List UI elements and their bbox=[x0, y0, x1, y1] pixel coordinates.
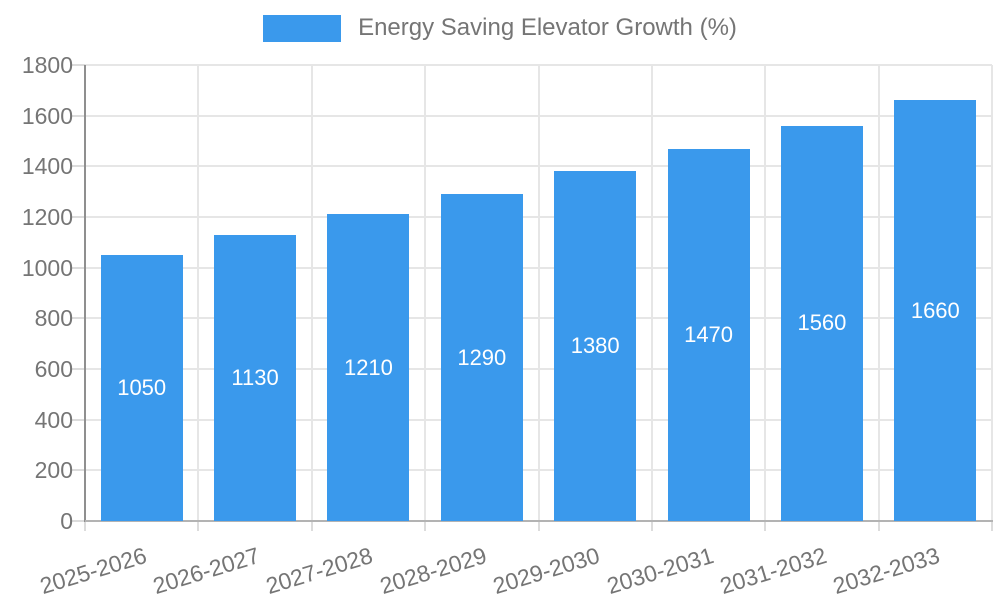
bar-2030-2031[interactable]: 1470 bbox=[667, 148, 750, 521]
bar-2031-2032[interactable]: 1560 bbox=[780, 125, 863, 521]
x-tick-label-2026-2027: 2026-2027 bbox=[149, 542, 263, 600]
y-tick-label: 1200 bbox=[21, 204, 73, 230]
legend-swatch bbox=[263, 14, 342, 42]
y-tick-label: 400 bbox=[34, 406, 73, 433]
x-axis-tick bbox=[537, 522, 540, 531]
y-axis-tick bbox=[72, 317, 85, 320]
y-axis-tick bbox=[72, 64, 85, 66]
y-tick-label: 1000 bbox=[21, 254, 73, 281]
legend[interactable]: Energy Saving Elevator Growth (%) bbox=[0, 14, 1000, 42]
gridline-vertical bbox=[991, 65, 993, 521]
y-tick-label: 1800 bbox=[21, 52, 73, 78]
bar-value-label: 1470 bbox=[684, 321, 734, 347]
x-axis-tick bbox=[991, 522, 993, 531]
x-tick-label-2028-2029: 2028-2029 bbox=[376, 542, 490, 600]
x-tick-label-2032-2033: 2032-2033 bbox=[830, 542, 943, 600]
bar-value-label: 1660 bbox=[910, 297, 960, 323]
gridline-vertical bbox=[764, 65, 767, 521]
y-axis-tick bbox=[72, 368, 85, 370]
x-axis-line bbox=[85, 520, 993, 522]
bar-value-label: 1560 bbox=[797, 310, 847, 336]
y-axis-tick bbox=[72, 165, 85, 168]
y-axis-tick bbox=[72, 469, 85, 472]
legend-label: Energy Saving Elevator Growth (%) bbox=[358, 14, 737, 41]
x-tick-label-2025-2026: 2025-2026 bbox=[36, 542, 150, 600]
x-tick-label-2027-2028: 2027-2028 bbox=[263, 542, 377, 600]
bar-value-label: 1050 bbox=[117, 375, 167, 400]
bar-value-label: 1210 bbox=[343, 354, 393, 380]
x-axis-tick bbox=[197, 522, 200, 531]
gridline-vertical bbox=[310, 65, 313, 521]
y-axis-tick bbox=[72, 216, 85, 218]
gridline-vertical bbox=[424, 65, 427, 521]
bar-2032-2033[interactable]: 1660 bbox=[894, 100, 977, 521]
bar-2027-2028[interactable]: 1210 bbox=[327, 214, 410, 521]
y-tick-label: 1400 bbox=[21, 153, 73, 180]
bar-2029-2030[interactable]: 1380 bbox=[554, 171, 637, 521]
y-tick-label: 600 bbox=[34, 356, 73, 382]
x-axis-tick bbox=[424, 522, 427, 531]
bar-2025-2026[interactable]: 1050 bbox=[100, 255, 183, 521]
y-tick-label: 200 bbox=[34, 457, 73, 484]
gridline-vertical bbox=[537, 65, 540, 521]
y-tick-label: 1600 bbox=[21, 102, 73, 129]
y-axis-line bbox=[84, 65, 86, 529]
bar-2026-2027[interactable]: 1130 bbox=[214, 234, 297, 521]
x-tick-label-2031-2032: 2031-2032 bbox=[716, 542, 830, 600]
y-tick-label: 800 bbox=[34, 305, 73, 332]
x-axis-tick bbox=[310, 522, 313, 531]
x-axis-tick bbox=[764, 522, 767, 531]
x-axis-tick bbox=[650, 522, 653, 531]
x-axis-tick bbox=[877, 522, 880, 531]
gridline-vertical bbox=[650, 65, 653, 521]
y-axis-tick bbox=[72, 520, 85, 522]
gridline-vertical bbox=[197, 65, 200, 521]
bar-value-label: 1130 bbox=[231, 364, 279, 390]
y-axis-tick bbox=[72, 114, 85, 117]
x-tick-label-2029-2030: 2029-2030 bbox=[489, 542, 603, 600]
bar-value-label: 1290 bbox=[457, 344, 507, 370]
y-tick-label: 0 bbox=[60, 508, 73, 534]
gridline-vertical bbox=[877, 65, 880, 521]
y-axis-tick bbox=[72, 418, 85, 421]
bar-2028-2029[interactable]: 1290 bbox=[440, 194, 523, 521]
x-tick-label-2030-2031: 2030-2031 bbox=[603, 542, 717, 600]
bar-value-label: 1380 bbox=[570, 333, 620, 359]
x-axis-tick bbox=[84, 522, 86, 531]
y-axis-tick bbox=[72, 266, 85, 269]
